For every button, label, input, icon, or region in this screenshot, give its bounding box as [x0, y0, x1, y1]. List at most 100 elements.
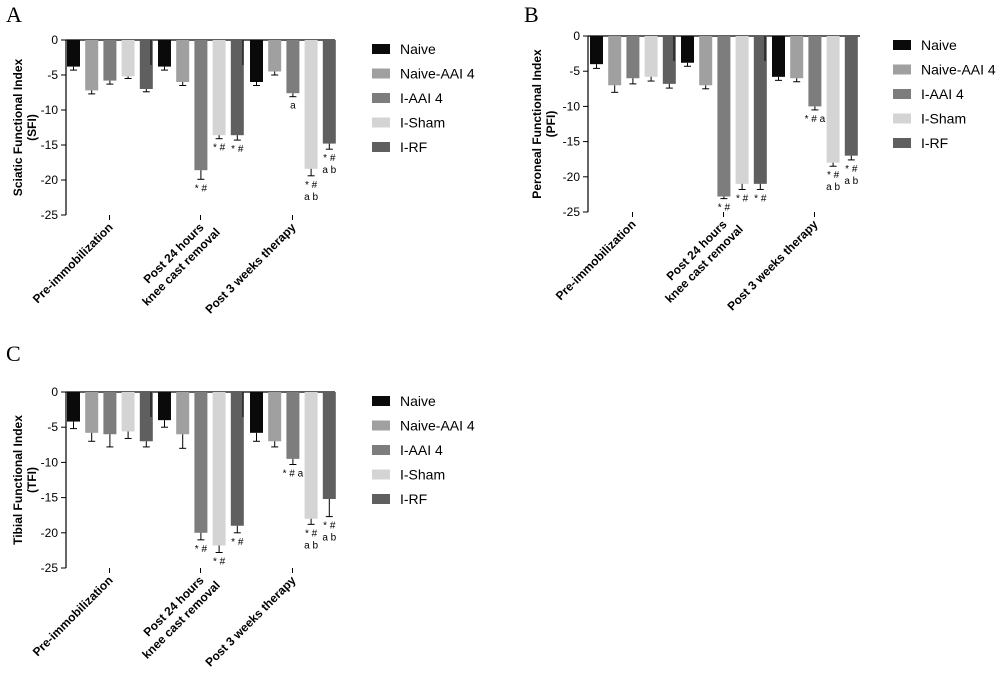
bar: [194, 392, 208, 533]
bar: [67, 392, 80, 422]
significance-label: * # a: [283, 469, 304, 480]
bar: [194, 40, 208, 171]
legend-swatch: [372, 420, 390, 431]
y-axis-label-line: (PFI): [544, 111, 558, 138]
significance-label: * #: [845, 164, 858, 175]
significance-label: * #: [305, 180, 318, 191]
bar: [735, 36, 749, 184]
significance-label: * #: [323, 521, 336, 532]
legend-swatch: [372, 142, 390, 152]
bar: [121, 392, 135, 432]
significance-label: a: [290, 101, 296, 112]
legend-swatch: [893, 113, 911, 124]
panel-letter: C: [6, 341, 21, 366]
bar: [176, 392, 190, 435]
bar: [304, 392, 318, 519]
significance-label: a b: [844, 176, 858, 187]
category-label-line: Pre-immobilization: [553, 217, 639, 303]
bar: [286, 392, 300, 459]
y-axis-label: Sciatic Functional Index(SFI): [11, 59, 39, 197]
legend-swatch: [893, 138, 911, 148]
bar: [662, 36, 676, 84]
legend-label: Naive: [400, 393, 436, 409]
legend-label: Naive-AAI 4: [921, 62, 996, 78]
category-label-line: Pre-immobilization: [30, 220, 116, 306]
category-label: Post 24 hoursknee cast removal: [129, 215, 223, 309]
y-tick-label: -5: [47, 68, 58, 82]
significance-label: * #: [195, 183, 208, 194]
significance-label: a b: [322, 165, 336, 176]
legend-swatch: [893, 89, 911, 99]
legend-swatch: [893, 64, 911, 75]
y-axis-label-line: (SFI): [25, 114, 39, 141]
legend-swatch: [372, 469, 390, 480]
legend-label: Naive: [921, 37, 957, 53]
y-axis-label-line: Peroneal Functional Index: [530, 49, 544, 199]
y-tick-label: -25: [41, 561, 59, 575]
legend-swatch: [372, 396, 390, 406]
legend-label: I-AAI 4: [400, 442, 443, 458]
y-axis-label-line: (TFI): [25, 467, 39, 493]
panel-b: B Peroneal Functional Index(PFI) 0 -5 -10 -15…: [524, 2, 996, 313]
y-axis-label: Tibial Functional Index(TFI): [11, 415, 39, 545]
legend-swatch: [372, 44, 390, 54]
bar: [250, 392, 263, 433]
panel-letter: B: [524, 2, 539, 27]
bar: [158, 392, 171, 421]
bar: [304, 40, 318, 169]
bar: [590, 36, 603, 65]
bar: [230, 392, 244, 526]
bar: [681, 36, 694, 63]
significance-label: * #: [231, 537, 244, 548]
significance-label: a b: [304, 192, 318, 203]
bar: [250, 40, 263, 82]
significance-label: * #: [213, 143, 226, 154]
y-tick-label: 0: [51, 385, 58, 399]
bar: [626, 36, 640, 79]
bar: [139, 40, 153, 89]
category-label: Pre-immobilization: [553, 217, 639, 303]
significance-label: * #: [195, 544, 208, 555]
panel-c: C Tibial Functional Index(TFI) 0 -5 -10 -15 -2…: [6, 341, 475, 669]
legend-swatch: [893, 40, 911, 50]
significance-label: a b: [322, 533, 336, 544]
y-tick-label: -20: [41, 173, 59, 187]
legend-label: Naive-AAI 4: [400, 66, 475, 82]
bar: [230, 40, 244, 136]
y-tick-label: -5: [569, 64, 580, 78]
y-tick-label: 0: [51, 33, 58, 47]
y-tick-label: -20: [563, 170, 581, 184]
y-tick-label: 0: [573, 29, 580, 43]
bar: [67, 40, 80, 67]
significance-label: * #: [305, 528, 318, 539]
legend-swatch: [372, 93, 390, 103]
significance-label: * # a: [805, 114, 826, 125]
y-axis-label-line: Sciatic Functional Index: [11, 59, 25, 197]
significance-label: * #: [827, 170, 840, 181]
panel-letter: A: [6, 2, 22, 27]
bar: [826, 36, 840, 163]
category-label: Pre-immobilization: [30, 573, 116, 659]
panel-a: A Sciatic Functional Index(SFI) 0 -5 -10 -15 -…: [6, 2, 475, 316]
legend-label: Naive-AAI 4: [400, 418, 475, 434]
legend-label: I-AAI 4: [921, 86, 964, 102]
bar: [268, 392, 282, 442]
significance-label: * #: [736, 193, 749, 204]
bar: [85, 392, 99, 433]
bar: [753, 36, 767, 184]
significance-label: * #: [754, 193, 767, 204]
y-tick-label: -15: [41, 491, 59, 505]
y-axis-label: Peroneal Functional Index(PFI): [530, 49, 558, 199]
significance-label: * #: [213, 557, 226, 568]
bar: [268, 40, 282, 72]
legend-label: I-RF: [400, 139, 427, 155]
bar: [699, 36, 713, 86]
bar: [322, 40, 336, 144]
y-tick-label: -15: [563, 135, 581, 149]
legend-label: Naive: [400, 41, 436, 57]
significance-label: a b: [826, 182, 840, 193]
bar: [772, 36, 785, 77]
bar: [808, 36, 822, 107]
bar: [844, 36, 858, 156]
